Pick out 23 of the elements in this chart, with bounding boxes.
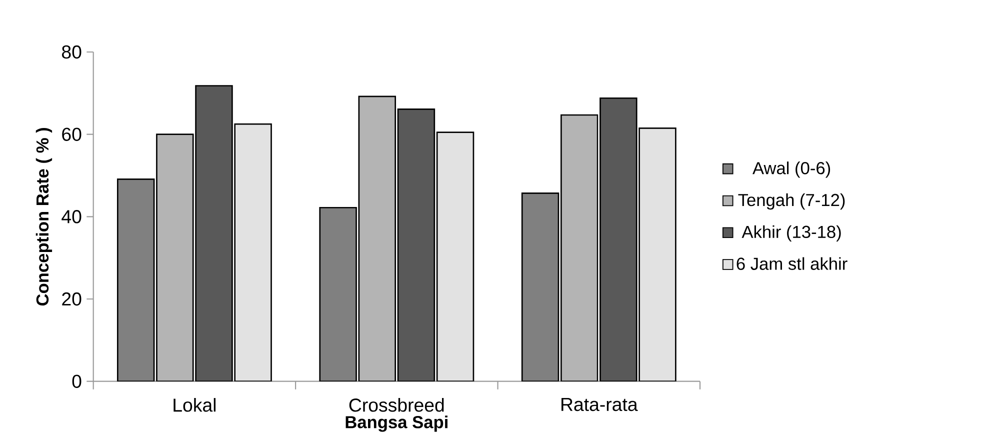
legend-label: Tengah (7-12) xyxy=(738,193,845,210)
y-tick-label: 80 xyxy=(62,45,82,58)
bar xyxy=(560,114,598,382)
bar xyxy=(195,84,233,382)
bar xyxy=(600,97,638,382)
bar xyxy=(358,96,396,382)
y-tick-label: 0 xyxy=(72,374,82,388)
x-tick-label: Rata-rata xyxy=(562,398,638,411)
legend-label: 6 Jam stl akhir xyxy=(736,257,848,270)
bar xyxy=(234,123,272,382)
bar xyxy=(638,127,676,382)
bar xyxy=(156,134,194,382)
legend-label: Akhir (13-18) xyxy=(742,225,841,242)
bar xyxy=(397,108,436,382)
bar xyxy=(436,131,474,382)
y-tick-label: 60 xyxy=(62,128,82,141)
legend-label: Awal (0-6) xyxy=(752,161,830,178)
y-tick-label: 20 xyxy=(62,292,82,306)
x-tick-label: Lokal xyxy=(174,398,216,412)
y-axis-title: Conception Rate ( % ) xyxy=(36,128,52,306)
x-tick-label: Crossbreed xyxy=(349,398,444,412)
y-tick-label: 40 xyxy=(62,210,82,224)
x-axis-title: Bangsa Sapi xyxy=(346,415,448,432)
